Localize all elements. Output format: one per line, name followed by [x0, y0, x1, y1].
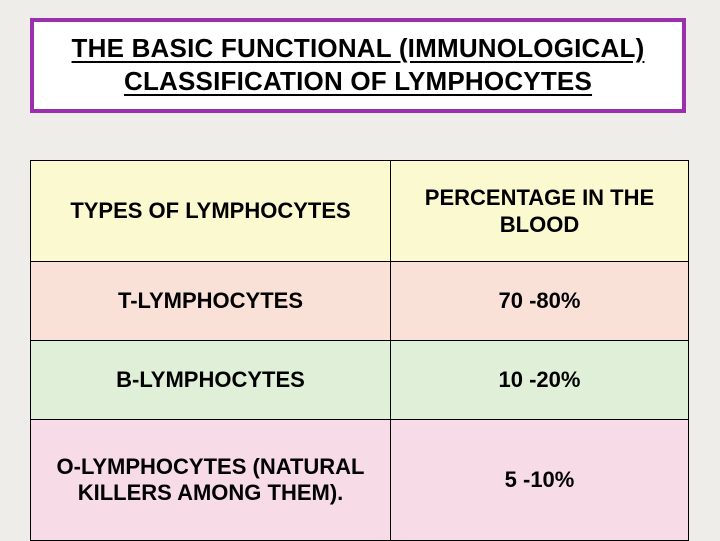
cell-percent-text: 10 -20% — [499, 367, 581, 393]
cell-percent: 10 -20% — [391, 341, 689, 420]
page-title: THE BASIC FUNCTIONAL (IMMUNOLOGICAL) CLA… — [42, 32, 674, 97]
cell-type: T-LYMPHOCYTES — [31, 262, 391, 341]
table-row: B-LYMPHOCYTES 10 -20% — [31, 341, 689, 420]
col-header-percent: PERCENTAGE IN THE BLOOD — [391, 161, 689, 262]
cell-type: B-LYMPHOCYTES — [31, 341, 391, 420]
table-header-row: TYPES OF LYMPHOCYTES PERCENTAGE IN THE B… — [31, 161, 689, 262]
table-row: O-LYMPHOCYTES (NATURAL KILLERS AMONG THE… — [31, 420, 689, 541]
cell-type-text: B-LYMPHOCYTES — [116, 367, 305, 393]
cell-percent: 70 -80% — [391, 262, 689, 341]
cell-type: O-LYMPHOCYTES (NATURAL KILLERS AMONG THE… — [31, 420, 391, 541]
lymphocyte-table: TYPES OF LYMPHOCYTES PERCENTAGE IN THE B… — [30, 160, 689, 541]
cell-type-text: T-LYMPHOCYTES — [118, 288, 303, 314]
cell-percent: 5 -10% — [391, 420, 689, 541]
table-row: T-LYMPHOCYTES 70 -80% — [31, 262, 689, 341]
title-box: THE BASIC FUNCTIONAL (IMMUNOLOGICAL) CLA… — [30, 18, 686, 113]
cell-percent-text: 5 -10% — [505, 467, 575, 493]
cell-percent-text: 70 -80% — [499, 288, 581, 314]
col-header-types-label: TYPES OF LYMPHOCYTES — [70, 197, 350, 225]
col-header-percent-label: PERCENTAGE IN THE BLOOD — [397, 184, 682, 239]
col-header-types: TYPES OF LYMPHOCYTES — [31, 161, 391, 262]
cell-type-text: O-LYMPHOCYTES (NATURAL KILLERS AMONG THE… — [37, 454, 384, 507]
